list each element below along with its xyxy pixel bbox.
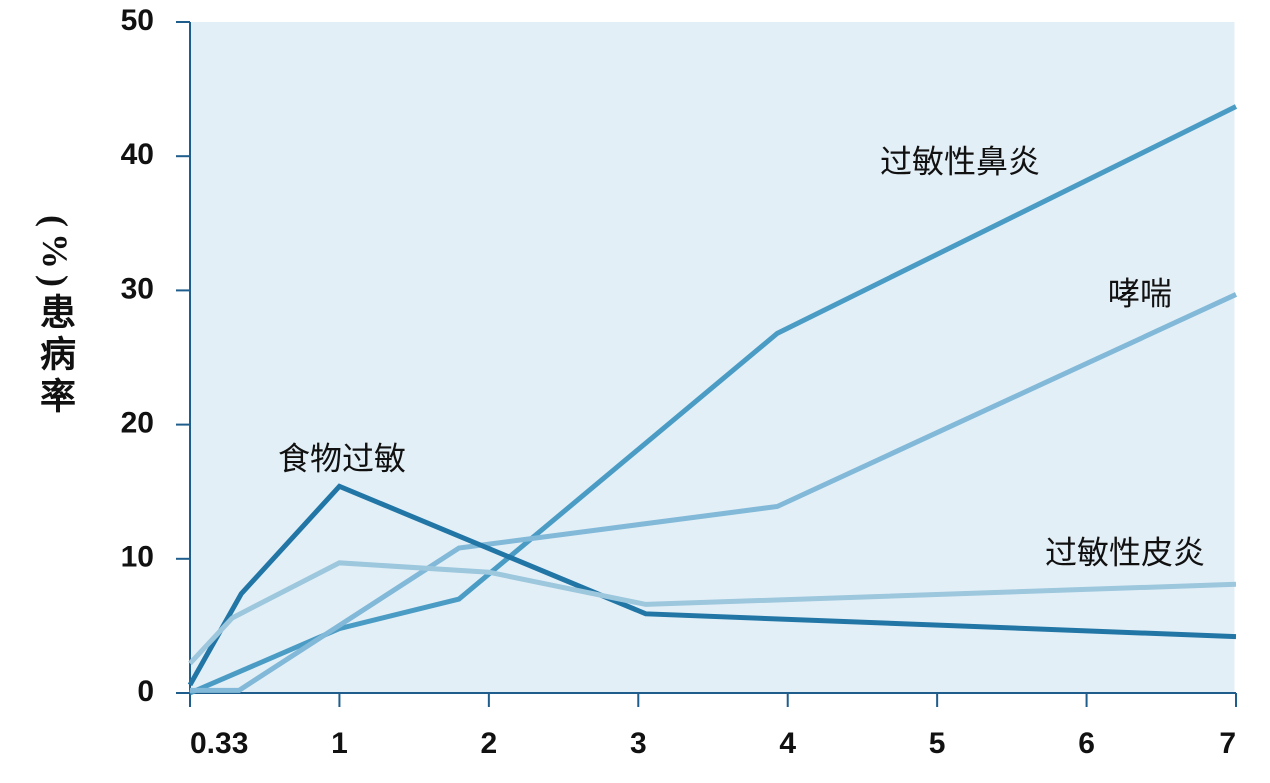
- x-tick-label: 7: [1219, 727, 1236, 760]
- y-tick-label: 50: [121, 4, 154, 37]
- x-tick-label: 1: [331, 727, 348, 760]
- x-tick-label: 2: [481, 727, 498, 760]
- x-tick-label: 4: [779, 727, 796, 760]
- y-tick-label: 20: [121, 407, 154, 440]
- series-line: [190, 292, 1238, 693]
- series-label: 食物过敏: [278, 440, 406, 476]
- x-tick-label: 0.33: [190, 727, 248, 760]
- series-line: [188, 560, 1237, 666]
- plot-area: [190, 22, 1236, 693]
- series-label: 过敏性皮炎: [1045, 534, 1205, 570]
- y-tick-label: 0: [137, 675, 154, 708]
- y-axis-label: (%)患病率: [35, 215, 76, 419]
- series-label: 过敏性鼻炎: [880, 143, 1040, 179]
- x-tick-label: 3: [630, 727, 647, 760]
- series-line: [189, 104, 1238, 696]
- x-tick-label: 6: [1078, 727, 1095, 760]
- y-tick-label: 40: [121, 138, 154, 171]
- series-label: 哮喘: [1108, 275, 1172, 311]
- y-tick-label: 10: [121, 541, 154, 574]
- x-tick-label: 5: [929, 727, 946, 760]
- y-tick-label: 30: [121, 272, 154, 305]
